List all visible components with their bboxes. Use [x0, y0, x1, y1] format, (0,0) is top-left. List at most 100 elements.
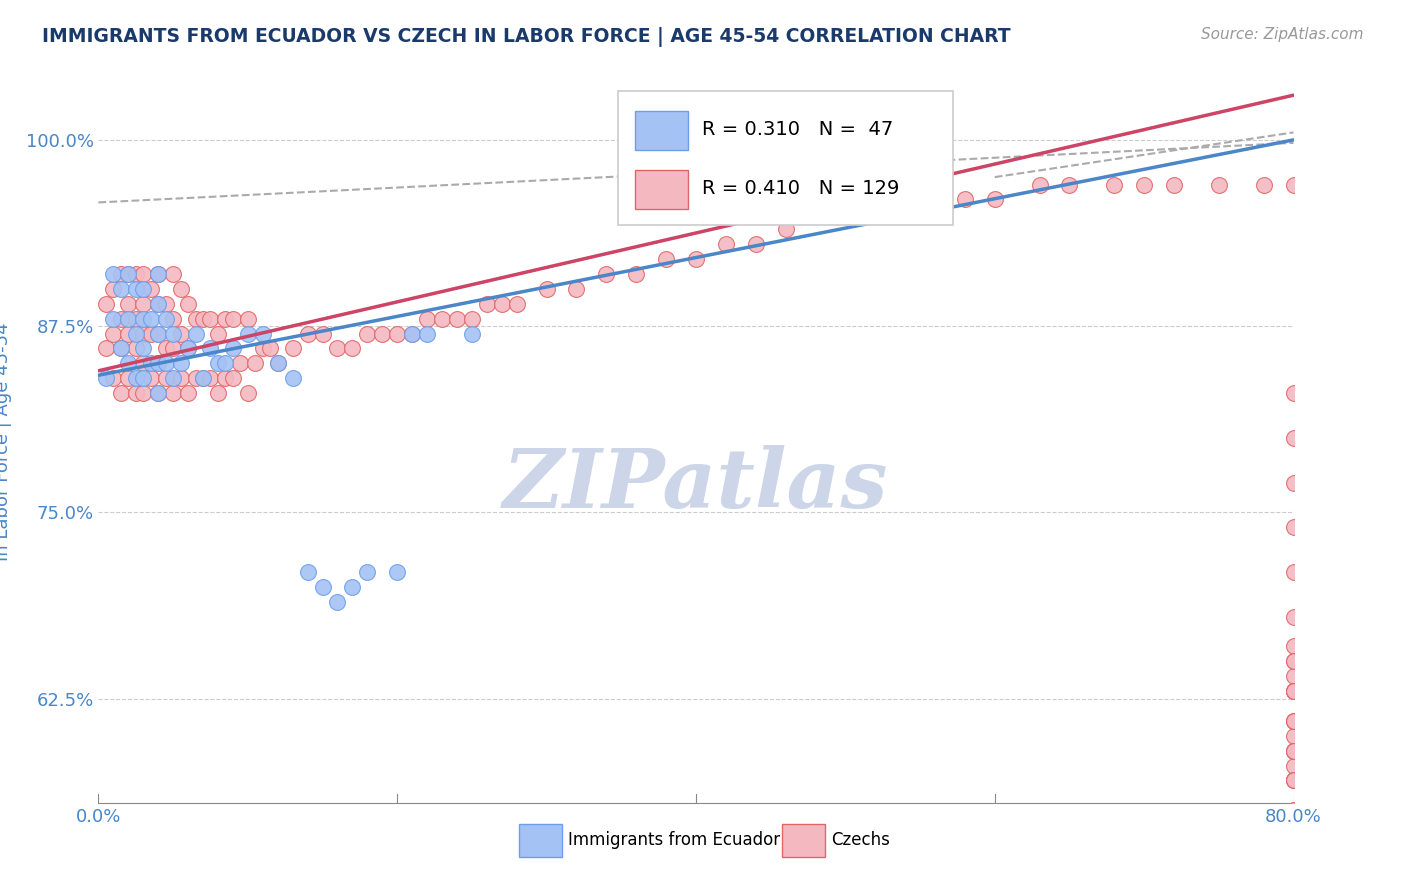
Point — [200, 371, 222, 385]
FancyBboxPatch shape — [782, 823, 825, 857]
Point — [1282, 684, 1305, 698]
Point — [401, 326, 423, 341]
Point — [155, 342, 177, 356]
Point — [953, 193, 976, 207]
Point — [132, 326, 155, 341]
Point — [148, 386, 170, 401]
Point — [245, 356, 267, 370]
Point — [745, 237, 768, 252]
Point — [461, 326, 484, 341]
Point — [565, 282, 588, 296]
Text: Czechs: Czechs — [831, 831, 890, 849]
Point — [1282, 803, 1305, 817]
Point — [401, 326, 423, 341]
Point — [177, 386, 200, 401]
Point — [117, 267, 139, 281]
Point — [162, 386, 184, 401]
Point — [1282, 714, 1305, 728]
Point — [252, 326, 274, 341]
Point — [162, 267, 184, 281]
Point — [1282, 684, 1305, 698]
Point — [148, 267, 170, 281]
Point — [1282, 609, 1305, 624]
Point — [311, 326, 333, 341]
Point — [1282, 744, 1305, 758]
Point — [148, 356, 170, 370]
Point — [1282, 714, 1305, 728]
Point — [207, 356, 229, 370]
Point — [117, 356, 139, 370]
FancyBboxPatch shape — [636, 111, 688, 150]
Point — [1282, 714, 1305, 728]
FancyBboxPatch shape — [619, 91, 953, 225]
Point — [536, 282, 558, 296]
Point — [1282, 669, 1305, 683]
Point — [281, 342, 304, 356]
Point — [311, 580, 333, 594]
Y-axis label: In Labor Force | Age 45-54: In Labor Force | Age 45-54 — [0, 322, 11, 561]
Point — [103, 326, 125, 341]
Point — [385, 326, 409, 341]
Point — [1253, 178, 1275, 192]
FancyBboxPatch shape — [519, 823, 562, 857]
Point — [1282, 729, 1305, 743]
Point — [461, 311, 484, 326]
Point — [191, 371, 214, 385]
Point — [222, 342, 245, 356]
Point — [1282, 684, 1305, 698]
Point — [1282, 758, 1305, 772]
Point — [1282, 640, 1305, 654]
Point — [236, 386, 259, 401]
Point — [117, 297, 139, 311]
Point — [162, 342, 184, 356]
Point — [430, 311, 453, 326]
Text: IMMIGRANTS FROM ECUADOR VS CZECH IN LABOR FORCE | AGE 45-54 CORRELATION CHART: IMMIGRANTS FROM ECUADOR VS CZECH IN LABO… — [42, 27, 1011, 46]
Point — [1282, 773, 1305, 788]
Point — [1282, 773, 1305, 788]
Point — [155, 297, 177, 311]
Point — [155, 311, 177, 326]
Point — [132, 371, 155, 385]
Point — [1282, 654, 1305, 668]
Point — [148, 297, 170, 311]
Point — [132, 267, 155, 281]
Point — [595, 267, 617, 281]
Point — [207, 326, 229, 341]
Point — [148, 386, 170, 401]
Point — [714, 237, 737, 252]
Text: Source: ZipAtlas.com: Source: ZipAtlas.com — [1201, 27, 1364, 42]
Point — [356, 326, 378, 341]
Point — [655, 252, 678, 266]
Point — [236, 311, 259, 326]
Text: ZIPatlas: ZIPatlas — [503, 445, 889, 524]
Point — [356, 565, 378, 579]
Point — [446, 311, 468, 326]
Point — [1282, 803, 1305, 817]
Point — [125, 371, 148, 385]
Point — [1282, 178, 1305, 192]
Point — [132, 297, 155, 311]
Point — [214, 356, 236, 370]
Point — [117, 267, 139, 281]
Point — [110, 267, 132, 281]
Point — [342, 342, 364, 356]
Point — [132, 356, 155, 370]
Point — [326, 595, 349, 609]
Point — [177, 342, 200, 356]
Point — [132, 386, 155, 401]
Point — [371, 326, 394, 341]
Point — [132, 311, 155, 326]
Point — [184, 371, 207, 385]
Point — [1208, 178, 1230, 192]
Point — [475, 297, 498, 311]
Point — [342, 580, 364, 594]
Point — [110, 386, 132, 401]
Point — [1282, 684, 1305, 698]
Point — [155, 371, 177, 385]
Point — [1282, 520, 1305, 534]
Point — [1282, 744, 1305, 758]
Point — [416, 311, 439, 326]
Point — [200, 311, 222, 326]
Point — [259, 342, 281, 356]
Point — [94, 371, 117, 385]
